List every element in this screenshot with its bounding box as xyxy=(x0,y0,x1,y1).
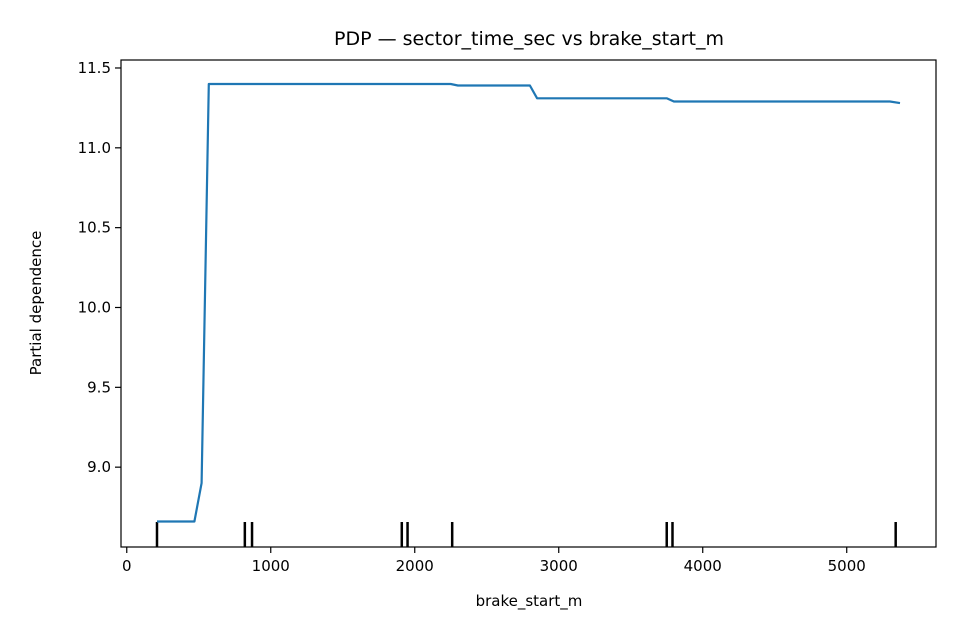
x-axis-label: brake_start_m xyxy=(476,592,583,611)
rug-marks xyxy=(155,522,897,547)
chart-title: PDP — sector_time_sec vs brake_start_m xyxy=(334,28,724,50)
series-line xyxy=(157,82,901,523)
x-tick-label: 0 xyxy=(122,557,132,575)
plot-frame xyxy=(120,59,937,548)
x-tick-label: 5000 xyxy=(828,557,866,575)
y-tick-label: 11.0 xyxy=(78,139,111,157)
y-tick-label: 10.5 xyxy=(78,219,111,237)
y-tick-label: 10.0 xyxy=(78,298,111,316)
x-tick-label: 4000 xyxy=(684,557,722,575)
y-tick-label: 9.0 xyxy=(87,458,111,476)
x-tick-label: 2000 xyxy=(396,557,434,575)
x-tick-label: 3000 xyxy=(540,557,578,575)
axis-ticks: 0 1000 2000 3000 4000 5000 9.0 9.5 10.0 10.5 11.0 1… xyxy=(78,59,866,575)
y-tick-label: 9.5 xyxy=(87,378,111,396)
x-tick-label: 1000 xyxy=(252,557,290,575)
y-tick-label: 11.5 xyxy=(78,59,111,77)
series-layer xyxy=(157,82,901,523)
y-axis-label: Partial dependence xyxy=(27,231,45,376)
